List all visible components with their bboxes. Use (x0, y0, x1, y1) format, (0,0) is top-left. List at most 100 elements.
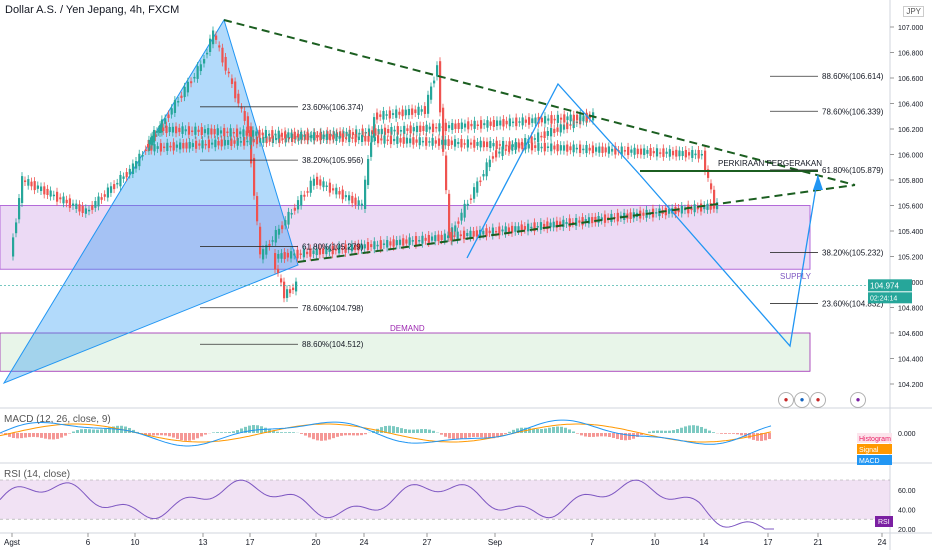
candle (189, 142, 191, 149)
candle (21, 176, 23, 203)
macd-histogram-bar (452, 433, 455, 439)
candle (627, 147, 629, 155)
macd-histogram-bar (176, 433, 179, 439)
candle (467, 121, 469, 129)
candle (278, 229, 280, 235)
fib-label: 88.60%(104.512) (302, 340, 364, 349)
candle (278, 131, 280, 139)
macd-histogram-bar (444, 433, 447, 437)
macd-histogram-bar (664, 431, 667, 433)
event-icon-2[interactable]: ● (850, 392, 866, 408)
candle (141, 155, 143, 157)
macd-histogram-bar (324, 433, 327, 440)
candle (499, 144, 501, 146)
candle (176, 145, 178, 148)
candle (436, 65, 438, 76)
candle (408, 109, 410, 115)
candle (534, 145, 536, 148)
macd-histogram-bar (712, 432, 715, 433)
candle (351, 196, 353, 203)
candle (589, 148, 591, 151)
macd-histogram-bar (580, 433, 583, 435)
candle (173, 142, 175, 150)
candle (252, 130, 254, 136)
candle (211, 143, 213, 145)
candle (460, 213, 462, 221)
candle (256, 196, 258, 221)
candle (534, 118, 536, 124)
candle (348, 134, 350, 142)
candle (453, 235, 455, 237)
candle (402, 109, 404, 116)
candle (396, 136, 398, 144)
macd-histogram-bar (424, 429, 427, 433)
candle (386, 240, 388, 248)
candle (421, 109, 423, 111)
candle (650, 148, 652, 156)
candle (544, 116, 546, 123)
macd-histogram-bar (740, 433, 743, 435)
x-tick-label: 20 (312, 538, 321, 547)
candle (437, 235, 439, 242)
candle (706, 204, 708, 210)
candle (236, 129, 238, 137)
candle (300, 195, 302, 206)
candle (367, 242, 369, 250)
candle (467, 204, 469, 206)
candle (540, 222, 542, 230)
candle (221, 140, 223, 147)
candle (380, 138, 382, 140)
macd-histogram-bar (72, 432, 75, 433)
candle (107, 188, 109, 198)
candle (167, 114, 169, 118)
candle (582, 115, 584, 118)
y-tick-label: 107.000 (898, 25, 923, 32)
candle (287, 132, 289, 137)
candle (326, 186, 328, 188)
candle (156, 131, 158, 133)
candle (227, 140, 229, 145)
candle (75, 204, 77, 209)
candle (217, 141, 219, 145)
event-icon[interactable]: ● (810, 392, 826, 408)
candle (169, 146, 171, 148)
candle (275, 230, 277, 243)
candle (132, 163, 134, 174)
candle (234, 81, 236, 98)
chart-title: Dollar A.S. / Yen Jepang, 4h, FXCM (5, 4, 179, 16)
candle (393, 139, 395, 141)
x-tick-label: 24 (360, 538, 369, 547)
candle (604, 214, 606, 222)
candle (268, 134, 270, 136)
candle (690, 209, 692, 211)
candle (642, 213, 644, 216)
macd-histogram-bar (300, 433, 303, 434)
candle (425, 238, 427, 241)
candle (547, 118, 549, 120)
candle (685, 150, 687, 157)
macd-histogram-bar (52, 433, 55, 439)
flag-us-icon[interactable]: ● (778, 392, 794, 408)
candle (691, 150, 693, 158)
candle (153, 130, 155, 142)
candle (457, 232, 459, 240)
macd-histogram-bar (720, 433, 723, 434)
y-tick-label: 106.600 (898, 76, 923, 83)
macd-histogram-bar (320, 433, 323, 441)
candle (205, 144, 207, 146)
macd-histogram-bar (628, 433, 631, 440)
candle (373, 241, 375, 249)
candle (295, 282, 297, 292)
flag-jp-icon[interactable]: ● (794, 392, 810, 408)
candle (428, 235, 430, 243)
macd-histogram-bar (20, 433, 23, 438)
candle (482, 174, 484, 176)
candle (332, 135, 334, 140)
supply-label: SUPPLY (780, 272, 812, 281)
candle (165, 126, 167, 133)
candle (463, 231, 465, 239)
macd-histogram-bar (12, 433, 15, 438)
candle (579, 144, 581, 153)
candle (432, 124, 434, 132)
